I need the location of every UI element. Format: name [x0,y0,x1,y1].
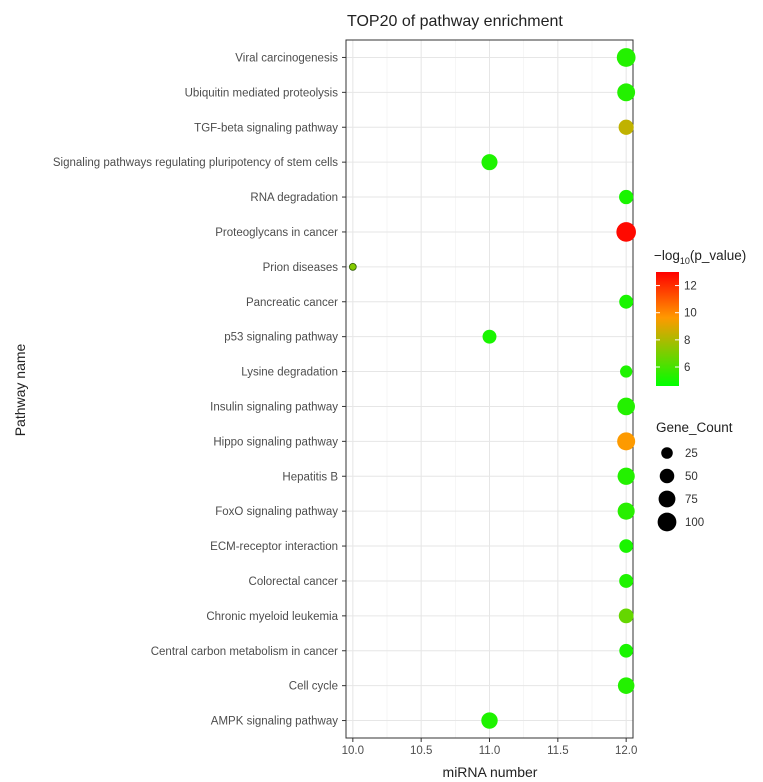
data-point [618,608,634,624]
color-bar [656,272,679,386]
data-point [619,189,634,205]
data-point [619,573,634,588]
y-tick-label: Ubiquitin mediated proteolysis [185,87,339,99]
y-tick-label: ECM-receptor interaction [210,541,338,553]
color-legend: −log10(p_value) 6 8 10 12 [654,248,746,386]
y-tick-label: Chronic myeloid leukemia [206,611,338,623]
size-legend-label: 75 [685,494,698,506]
data-point [481,712,498,729]
y-tick-label: Hippo signaling pathway [213,436,338,448]
grid-lines [346,40,633,738]
data-point [619,539,634,553]
y-tick-label: p53 signaling pathway [224,332,338,344]
size-legend-label: 50 [685,471,698,483]
y-axis-title: Pathway name [12,343,28,436]
y-tick-label: TGF-beta signaling pathway [194,122,338,134]
size-legend: Gene_Count 25 50 75 100 [656,420,733,532]
x-axis-title: miRNA number [443,764,538,780]
data-point [481,154,498,171]
data-point [619,294,634,309]
colorbar-tick-label: 6 [684,362,690,374]
data-point [619,643,634,658]
data-point [349,263,357,271]
size-legend-title: Gene_Count [656,420,733,435]
y-tick-label: RNA degradation [250,192,338,204]
data-point [617,432,636,451]
data-point [482,329,497,344]
y-tick-label: Insulin signaling pathway [210,401,338,413]
y-tick-label: Cell cycle [289,681,338,693]
data-point [617,677,635,694]
data-point [617,83,636,102]
data-point [618,119,634,135]
y-axis-tick-labels: AMPK signaling pathway Cell cycle Central … [53,52,346,728]
data-point [617,467,635,485]
data-point [620,365,633,378]
x-axis-tick-labels: 10.0 10.5 11.0 11.5 12.0 [342,738,637,757]
size-legend-label: 25 [685,448,698,460]
y-tick-label: Signaling pathways regulating pluripoten… [53,157,338,169]
data-point [617,397,635,416]
size-legend-key [658,490,676,508]
y-tick-label: Viral carcinogenesis [235,52,338,64]
y-tick-label: Lysine degradation [241,367,338,379]
x-tick-label: 10.0 [342,745,364,757]
y-tick-label: Central carbon metabolism in cancer [151,646,338,658]
colorbar-tick-label: 8 [684,335,690,347]
y-tick-label: Proteoglycans in cancer [215,227,338,239]
data-point [616,222,636,242]
size-legend-key [659,468,675,484]
data-points [348,48,636,729]
data-point [616,48,636,67]
size-legend-key [657,512,677,532]
color-legend-title: −log10(p_value) [654,248,746,266]
y-tick-label: Colorectal cancer [249,576,339,588]
colorbar-tick-label: 10 [684,308,697,320]
chart-title: TOP20 of pathway enrichment [347,13,563,30]
x-tick-label: 10.5 [410,745,432,757]
data-point-outline [348,263,357,271]
size-legend-key [661,447,673,459]
y-tick-label: Pancreatic cancer [246,297,338,309]
y-tick-label: FoxO signaling pathway [215,506,338,518]
x-tick-label: 12.0 [615,745,637,757]
data-point [617,502,635,520]
x-tick-label: 11.5 [547,745,569,757]
size-legend-label: 100 [685,517,704,529]
y-tick-label: Hepatitis B [282,471,338,483]
y-tick-label: Prion diseases [263,262,339,274]
x-tick-label: 11.0 [479,745,501,757]
y-tick-label: AMPK signaling pathway [211,716,338,728]
colorbar-tick-label: 12 [684,281,697,293]
